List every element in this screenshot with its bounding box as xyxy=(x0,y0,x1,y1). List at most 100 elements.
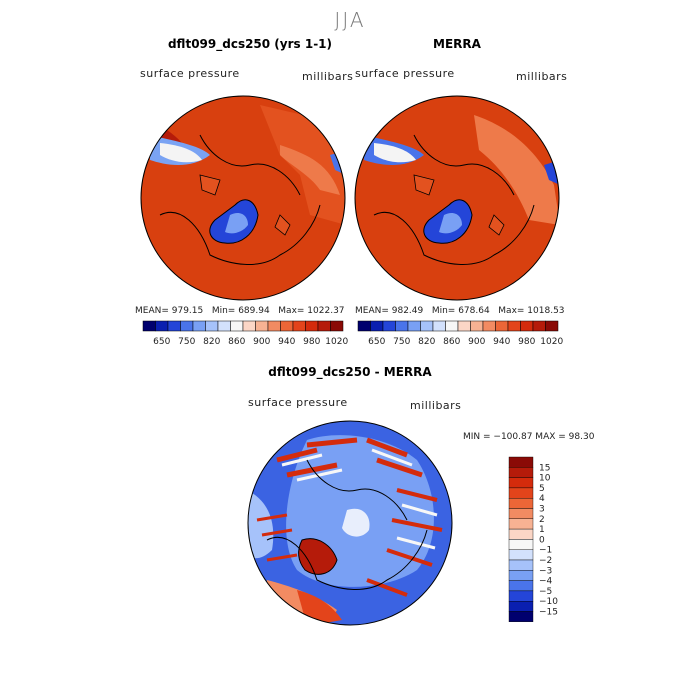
panel3-colorbar-swatch xyxy=(508,600,534,612)
panel1-colorbar-swatch xyxy=(267,320,281,332)
panel3-colorbar-tick-label: 0 xyxy=(539,535,545,545)
panel2-colorbar-swatch xyxy=(420,320,434,332)
panel2-colorbar-tick-label: 940 xyxy=(493,337,510,347)
panel2-colorbar-swatch xyxy=(432,320,446,332)
panel2-min: Min= 678.64 xyxy=(431,306,490,316)
panel2-title: MERRA xyxy=(433,37,481,51)
panel1-colorbar-swatch xyxy=(142,320,156,332)
panel3-map xyxy=(247,420,453,626)
panel3-coast2 xyxy=(306,459,408,521)
panel3-colorbar-swatch xyxy=(508,590,534,602)
panel2-colorbar-tick-label: 900 xyxy=(468,337,485,347)
panel3-minmax: MIN = −100.87 MAX = 98.30 xyxy=(463,432,595,442)
panel3-colorbar-tick-label: −3 xyxy=(539,566,552,576)
panel2-colorbar-swatch xyxy=(457,320,471,332)
panel3-colorbar-tick-label: 5 xyxy=(539,484,545,494)
panel1-colorbar-tick-label: 860 xyxy=(228,337,245,347)
panel2-colorbar-swatch xyxy=(482,320,496,332)
panel3-colorbar-swatch xyxy=(508,549,534,561)
panel1-colorbar-swatch xyxy=(330,320,344,332)
panel1-colorbar-swatch xyxy=(242,320,256,332)
panel2-coast xyxy=(373,204,535,265)
panel2-colorbar-swatch xyxy=(470,320,484,332)
season-title: JJA xyxy=(334,8,366,32)
panel3-units: millibars xyxy=(410,399,462,412)
panel2-colorbar-swatch xyxy=(445,320,459,332)
panel1-colorbar-tick-label: 900 xyxy=(253,337,270,347)
panel2-colorbar-tick-label: 820 xyxy=(418,337,435,347)
panel3-west-stripes xyxy=(256,513,298,562)
panel1-colorbar-swatch xyxy=(192,320,206,332)
panel1-europe-highs xyxy=(280,145,340,195)
panel3-colorbar-swatch xyxy=(508,559,534,571)
panel2-colorbar-tick-label: 980 xyxy=(518,337,535,347)
panel3-colorbar-tick-label: 2 xyxy=(539,515,545,525)
panel1-colorbar-swatch xyxy=(305,320,319,332)
panel2-max: Max= 1018.53 xyxy=(498,306,565,316)
panel1-rockies xyxy=(160,143,202,163)
panel3-colorbar-swatch xyxy=(508,477,534,489)
panel3-colorbar-tick-label: 1 xyxy=(539,525,545,535)
panel3-colorbar-tick-label: 3 xyxy=(539,505,545,515)
panel3-north-stripes-white xyxy=(281,448,413,482)
panel1-min: Min= 689.94 xyxy=(211,306,270,316)
panel2-colorbar-tick-label: 860 xyxy=(443,337,460,347)
panel3-colorbar-tick-label: −1 xyxy=(539,546,552,556)
panel1-greenland-inner xyxy=(225,213,248,234)
panel3-colorbar-tick-label: 15 xyxy=(539,463,550,473)
panel2-colorbar: 650 750 820 860 900 940 980 1020 xyxy=(357,320,563,347)
panel1-map xyxy=(140,95,346,301)
panel3-west-pale xyxy=(248,490,274,559)
panel3-colorbar-tick-label: −4 xyxy=(539,577,553,587)
panel3-north-stripes xyxy=(276,437,423,478)
panel2-coast2 xyxy=(413,134,515,196)
panel1-colorbar-swatch xyxy=(217,320,231,332)
panel1-colorbar-tick-label: 820 xyxy=(203,337,220,347)
panel3-colorbar-swatch xyxy=(508,528,534,540)
panel3-greenland-red xyxy=(298,538,338,575)
panel2-colorbar-swatch xyxy=(495,320,509,332)
panel3-colorbar-swatch xyxy=(508,508,534,520)
panel1-colorbar-swatch xyxy=(205,320,219,332)
panel1-max: Max= 1022.37 xyxy=(278,306,345,316)
panel1-colorbar-tick-label: 1020 xyxy=(325,337,348,347)
panel1-coast2 xyxy=(199,134,301,196)
panel2-mean: MEAN= 982.49 xyxy=(355,306,424,316)
panel3-east-stripes-white xyxy=(396,503,438,550)
panel1-mean: MEAN= 979.15 xyxy=(135,306,204,316)
panel1-colorbar-swatch xyxy=(317,320,331,332)
panel2-colorbar-tick-label: 650 xyxy=(368,337,385,347)
panel2-colorbar-swatch xyxy=(382,320,396,332)
panel1-colorbar-swatch xyxy=(292,320,306,332)
panel3-colorbar-tick-label: −10 xyxy=(539,597,558,607)
panel3-colorbar-swatch xyxy=(508,580,534,592)
panel1-colorbar-swatch xyxy=(155,320,169,332)
panel2-colorbar-swatch xyxy=(507,320,521,332)
panel3-coast xyxy=(266,529,428,590)
panel1-variable: surface pressure xyxy=(140,67,240,80)
panel3-colorbar-swatch xyxy=(508,467,534,478)
panel2-colorbar-swatch xyxy=(407,320,421,332)
panel2-colorbar-tick-label: 1020 xyxy=(540,337,563,347)
panel1-coast xyxy=(159,204,321,265)
panel1-title: dflt099_dcs250 (yrs 1-1) xyxy=(167,37,333,51)
panel2-colorbar-tick-label: 750 xyxy=(393,337,410,347)
panel1-islands xyxy=(199,174,291,236)
panel3-colorbar-swatch xyxy=(508,498,534,509)
panel3-colorbar-tick-label: −15 xyxy=(539,608,558,618)
panel2-europe-highs xyxy=(474,115,559,225)
panel3-colorbar-swatch xyxy=(508,539,534,550)
panel1-units: millibars xyxy=(302,70,354,83)
panel1-colorbar-tick-label: 650 xyxy=(153,337,170,347)
panel3-colorbar-tick-label: −5 xyxy=(539,587,552,597)
panel3-east-stripes xyxy=(366,488,443,597)
panel2-colorbar-swatch xyxy=(395,320,409,332)
panel3-colorbar-swatch xyxy=(508,456,534,468)
panel2-colorbar-swatch xyxy=(370,320,384,332)
panel2-colorbar-swatch xyxy=(545,320,559,332)
panel3-title: dflt099_dcs250 - MERRA xyxy=(268,365,432,379)
panel3-colorbar-tick-label: 4 xyxy=(539,494,545,504)
panel1-colorbar-tick-label: 940 xyxy=(278,337,295,347)
panel2-greenland-inner xyxy=(439,213,462,234)
